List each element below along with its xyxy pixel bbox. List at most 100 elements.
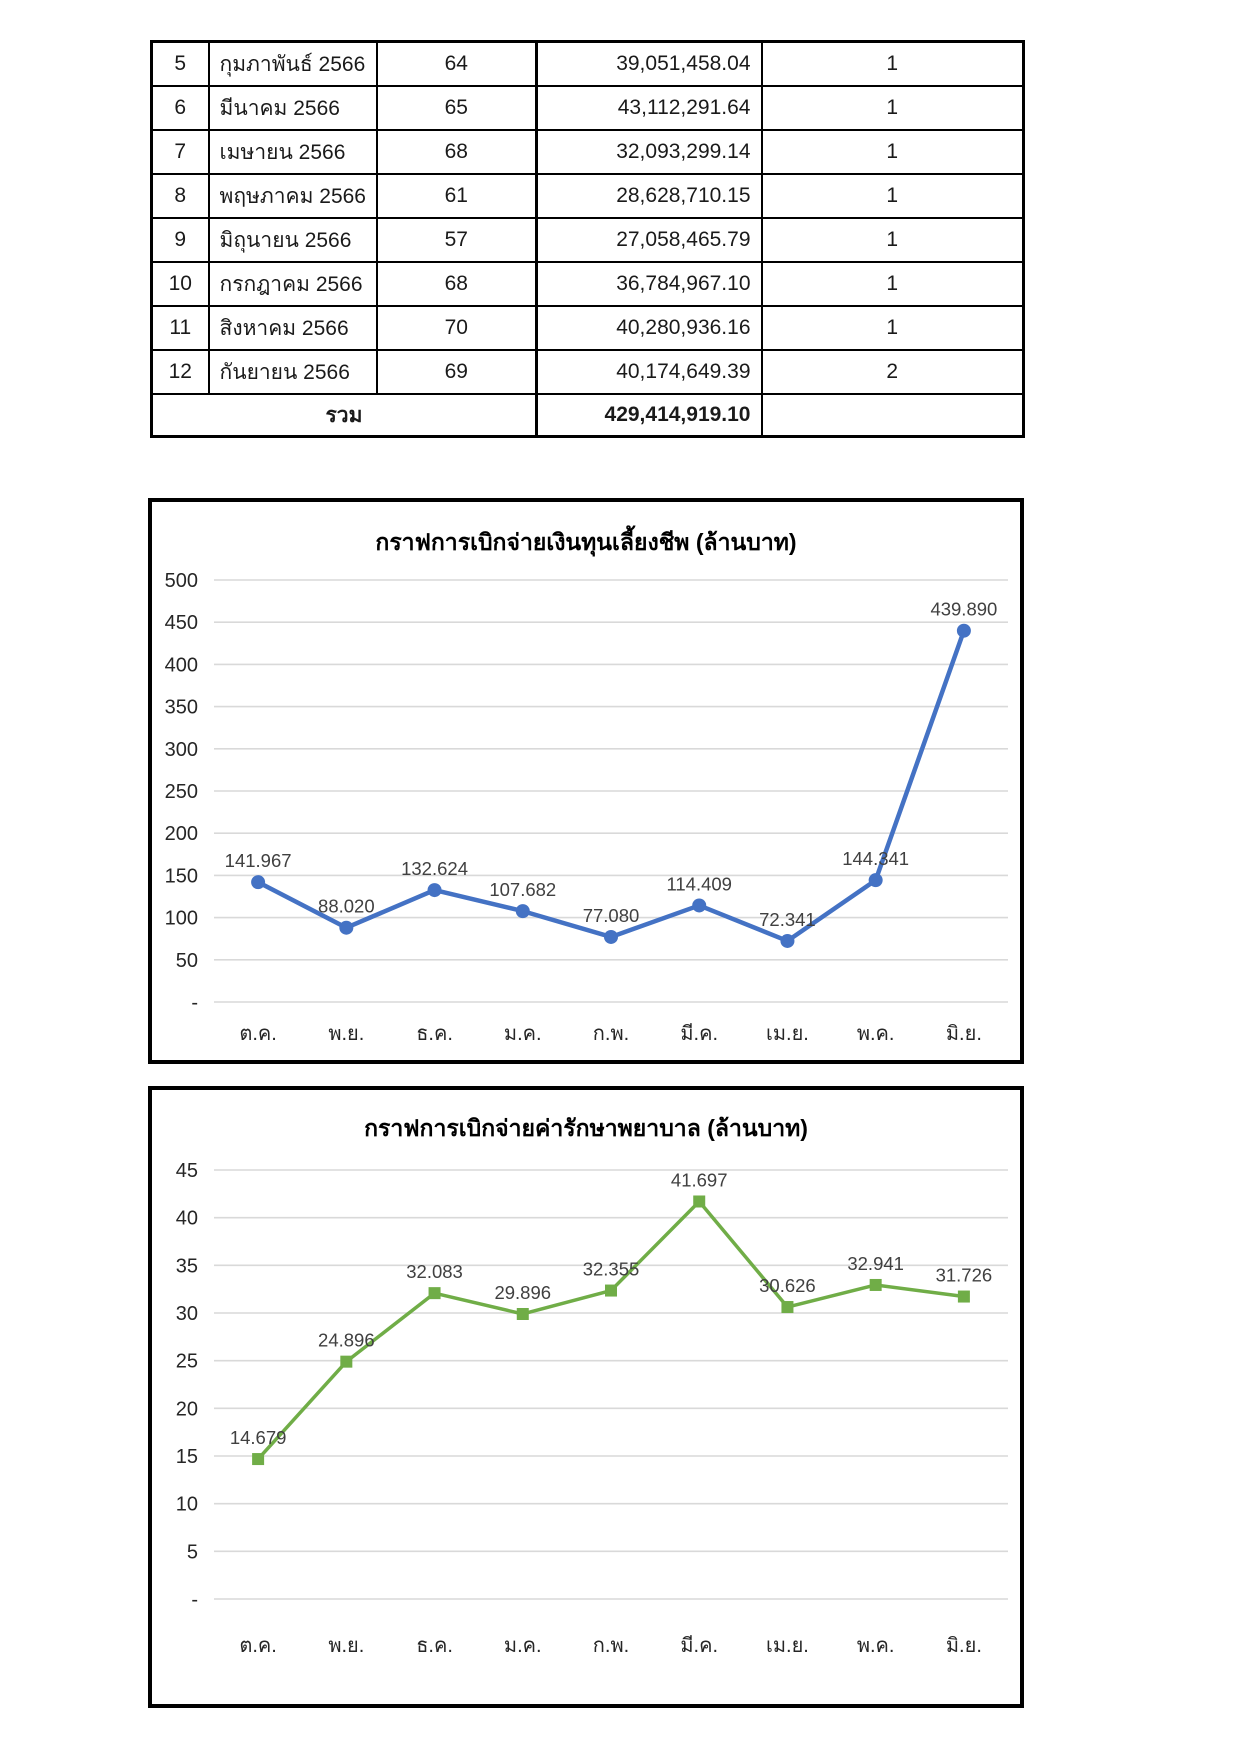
y-axis-tick-label: 150 [165, 865, 198, 887]
data-point-marker [340, 1355, 353, 1368]
cell-total-label: รวม [150, 393, 538, 438]
data-point-label: 32.355 [583, 1259, 640, 1280]
cell-row-number: 8 [150, 173, 210, 219]
cell-other: 2 [760, 349, 1025, 395]
disbursement-table-body: 5 กุมภาพันธ์ 2566 64 39,051,458.04 1 6 มีนาคม … [150, 40, 1025, 438]
data-point-label: 439.890 [930, 599, 997, 620]
data-point-label: 24.896 [318, 1330, 375, 1351]
x-axis-tick-label: พ.ค. [857, 1023, 895, 1045]
x-axis-tick-label: ต.ค. [239, 1635, 276, 1657]
y-axis-tick-label: 200 [165, 823, 198, 845]
data-point-marker [693, 1195, 706, 1208]
cell-count: 64 [375, 40, 538, 87]
cell-other: 1 [760, 217, 1025, 263]
cell-other: 1 [760, 305, 1025, 351]
data-point-label: 72.341 [759, 909, 816, 930]
x-axis-tick-label: ม.ค. [504, 1023, 542, 1045]
disbursement-table: 5 กุมภาพันธ์ 2566 64 39,051,458.04 1 6 มีนาคม … [150, 40, 1025, 438]
data-point-label: 141.967 [225, 850, 292, 871]
y-axis-tick-label: 50 [176, 950, 198, 972]
data-point-label: 107.682 [489, 879, 556, 900]
data-point-label: 32.083 [406, 1261, 463, 1282]
data-point-marker [605, 1284, 617, 1297]
cell-month: เมษายน 2566 [207, 129, 378, 175]
table-row: 9 มิถุนายน 2566 57 27,058,465.79 1 [150, 217, 1025, 263]
y-axis-tick-label: 250 [165, 781, 198, 803]
y-axis-tick-label: 45 [176, 1160, 198, 1182]
y-axis-tick-label: 100 [165, 908, 198, 930]
table-row: 5 กุมภาพันธ์ 2566 64 39,051,458.04 1 [150, 40, 1025, 87]
x-axis-tick-label: มี.ค. [680, 1023, 718, 1045]
data-point-label: 14.679 [230, 1427, 287, 1448]
x-axis-tick-label: ธ.ค. [416, 1635, 453, 1657]
data-point-marker [604, 929, 618, 944]
y-axis-tick-label: 15 [176, 1446, 198, 1468]
table-row: 8 พฤษภาคม 2566 61 28,628,710.15 1 [150, 173, 1025, 219]
data-point-label: 31.726 [936, 1265, 993, 1286]
data-point-label: 29.896 [494, 1282, 551, 1303]
cell-count: 68 [375, 129, 538, 175]
cell-count: 69 [375, 349, 538, 395]
x-axis-tick-label: ม.ค. [504, 1635, 542, 1657]
y-axis-tick-label: 30 [176, 1303, 198, 1325]
cell-row-number: 7 [150, 129, 210, 175]
cell-count: 68 [375, 261, 538, 307]
y-axis-tick-label: 300 [165, 739, 198, 761]
data-point-label: 132.624 [401, 858, 468, 879]
data-point-marker [692, 898, 707, 913]
cell-month: มีนาคม 2566 [207, 85, 378, 131]
data-point-label: 32.941 [847, 1253, 904, 1274]
cell-other: 1 [760, 40, 1025, 87]
data-point-label: 30.626 [759, 1275, 816, 1296]
cell-amount: 39,051,458.04 [535, 40, 763, 87]
cell-amount: 40,280,936.16 [535, 305, 763, 351]
y-axis-tick-label: 500 [165, 570, 198, 592]
chart-title: กราฟการเบิกจ่ายเงินทุนเลี้ยงชีพ (ล้านบาท… [375, 525, 796, 557]
table-row: 7 เมษายน 2566 68 32,093,299.14 1 [150, 129, 1025, 175]
cell-count: 57 [375, 217, 538, 263]
cell-month: กันยายน 2566 [207, 349, 378, 395]
x-axis-tick-label: เม.ย. [766, 1635, 809, 1657]
data-point-marker [956, 623, 971, 638]
cell-total-other [760, 393, 1025, 438]
data-point-marker [516, 1307, 529, 1320]
x-axis-tick-label: ก.พ. [593, 1023, 629, 1045]
y-axis-tick-label: 10 [176, 1494, 198, 1516]
disbursement-table-wrap: 5 กุมภาพันธ์ 2566 64 39,051,458.04 1 6 มีนาคม … [150, 40, 1025, 438]
x-axis-tick-label: พ.ย. [328, 1023, 364, 1045]
cell-amount: 32,093,299.14 [535, 129, 763, 175]
cell-amount: 36,784,967.10 [535, 261, 763, 307]
y-axis-tick-label: 40 [176, 1208, 198, 1230]
cell-count: 70 [375, 305, 538, 351]
line-chart-svg: กราฟการเบิกจ่ายเงินทุนเลี้ยงชีพ (ล้านบาท… [165, 525, 1008, 1045]
cell-row-number: 12 [150, 349, 210, 395]
data-point-marker [780, 933, 795, 948]
cell-month: สิงหาคม 2566 [207, 305, 378, 351]
x-axis-tick-label: พ.ย. [328, 1635, 364, 1657]
data-point-marker [428, 1287, 441, 1300]
data-point-marker [339, 920, 354, 935]
y-axis-tick-label: 25 [176, 1351, 198, 1373]
table-row: 12 กันยายน 2566 69 40,174,649.39 2 [150, 349, 1025, 395]
cell-amount: 28,628,710.15 [535, 173, 763, 219]
cell-amount: 43,112,291.64 [535, 85, 763, 131]
y-axis-tick-label: 450 [165, 612, 198, 634]
table-row: 11 สิงหาคม 2566 70 40,280,936.16 1 [150, 305, 1025, 351]
chart-medical-disbursement: กราฟการเบิกจ่ายค่ารักษาพยาบาล (ล้านบาท) 4… [148, 1086, 1024, 1708]
table-row: 6 มีนาคม 2566 65 43,112,291.64 1 [150, 85, 1025, 131]
y-axis-tick-label: - [191, 1589, 198, 1611]
cell-count: 61 [375, 173, 538, 219]
y-axis-tick-label: 20 [176, 1398, 198, 1420]
cell-row-number: 6 [150, 85, 210, 131]
data-point-label: 88.020 [318, 896, 375, 917]
cell-row-number: 5 [150, 40, 210, 87]
y-axis-tick-label: 5 [187, 1541, 198, 1563]
cell-amount: 40,174,649.39 [535, 349, 763, 395]
x-axis-tick-label: เม.ย. [766, 1023, 809, 1045]
cell-month: กุมภาพันธ์ 2566 [207, 40, 378, 87]
cell-row-number: 10 [150, 261, 210, 307]
y-axis-tick-label: 35 [176, 1255, 198, 1277]
data-point-label: 144.341 [842, 848, 909, 869]
cell-amount: 27,058,465.79 [535, 217, 763, 263]
cell-month: มิถุนายน 2566 [207, 217, 378, 263]
